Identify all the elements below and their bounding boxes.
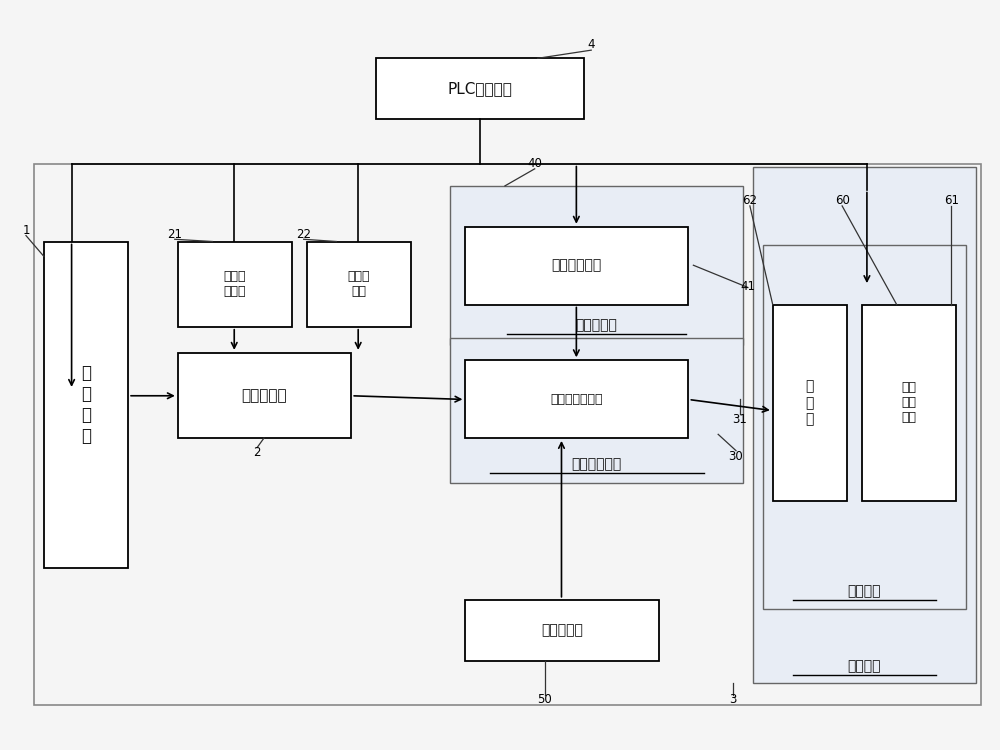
Bar bbox=[465, 600, 659, 661]
Bar bbox=[753, 167, 976, 682]
Text: 30: 30 bbox=[729, 450, 743, 463]
Text: 40: 40 bbox=[527, 158, 542, 170]
Text: 62: 62 bbox=[742, 194, 757, 207]
Bar bbox=[44, 242, 128, 568]
Text: 风速测量系统: 风速测量系统 bbox=[552, 259, 602, 272]
Text: 31: 31 bbox=[733, 413, 747, 426]
Text: 2: 2 bbox=[253, 446, 261, 459]
Text: PLC控制系统: PLC控制系统 bbox=[448, 81, 513, 96]
Text: 41: 41 bbox=[740, 280, 755, 292]
Bar bbox=[178, 242, 292, 327]
Bar bbox=[773, 304, 847, 501]
Text: 等离子燃烧器: 等离子燃烧器 bbox=[572, 457, 622, 471]
Text: 给
粉
机: 给 粉 机 bbox=[806, 380, 814, 426]
Text: 1: 1 bbox=[22, 224, 30, 237]
Text: 电
源
系
统: 电 源 系 统 bbox=[81, 364, 91, 445]
Text: 50: 50 bbox=[537, 693, 552, 706]
Bar bbox=[862, 304, 956, 501]
Text: 一次风系统: 一次风系统 bbox=[576, 318, 618, 332]
Text: 21: 21 bbox=[167, 227, 182, 241]
Text: 冷却水
系统: 冷却水 系统 bbox=[347, 270, 370, 298]
Bar bbox=[450, 338, 743, 482]
Bar bbox=[465, 360, 688, 438]
Text: 60: 60 bbox=[835, 194, 850, 207]
Text: 22: 22 bbox=[296, 227, 311, 241]
Text: 燃烧器壁监视器: 燃烧器壁监视器 bbox=[551, 392, 603, 406]
Text: 锅炉炉膛: 锅炉炉膛 bbox=[848, 584, 881, 598]
Bar bbox=[465, 226, 688, 304]
Bar bbox=[450, 186, 743, 345]
Bar bbox=[178, 352, 351, 438]
Text: 工作系统: 工作系统 bbox=[848, 659, 881, 674]
Bar bbox=[34, 164, 981, 705]
Text: 4: 4 bbox=[587, 38, 595, 52]
Text: 3: 3 bbox=[729, 693, 737, 706]
Bar bbox=[763, 245, 966, 609]
Text: 电弧加热器: 电弧加热器 bbox=[242, 388, 287, 403]
Text: 图像
火检
系统: 图像 火检 系统 bbox=[902, 381, 917, 424]
Text: 压缩空
气系统: 压缩空 气系统 bbox=[223, 270, 246, 298]
Bar bbox=[307, 242, 411, 327]
Text: 61: 61 bbox=[944, 194, 959, 207]
Text: 二次风系统: 二次风系统 bbox=[541, 623, 583, 638]
Bar bbox=[376, 58, 584, 119]
